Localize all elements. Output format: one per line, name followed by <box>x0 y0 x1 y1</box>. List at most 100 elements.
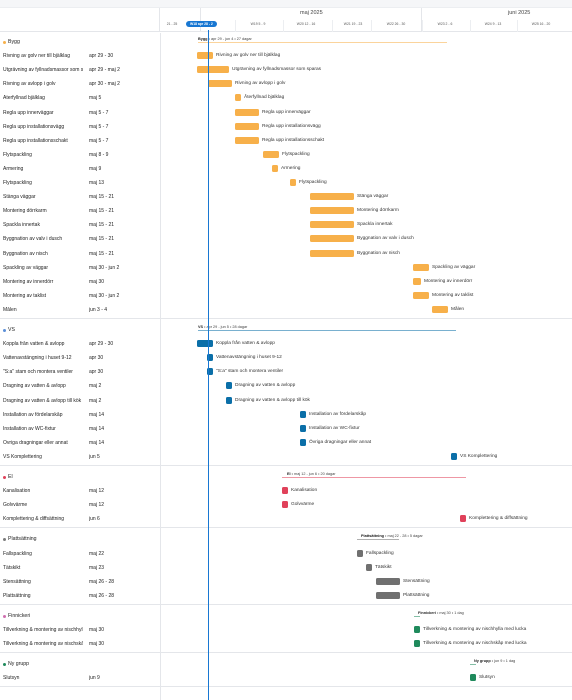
task-bar[interactable] <box>282 501 288 509</box>
task-row[interactable]: Montering av taklist maj 30 - jun 2 Monter… <box>0 289 572 303</box>
task-row[interactable]: Komplettering & diffsättning jun 6 Komplet… <box>0 512 572 526</box>
task-row[interactable]: Regla upp installationsvägg maj 5 - 7 Regl… <box>0 120 572 134</box>
week-label[interactable]: W25 16 - 20 <box>531 22 551 26</box>
task-row[interactable]: Tillverkning & montering av nischhylla m… <box>0 623 572 637</box>
task-bar[interactable] <box>235 108 259 116</box>
task-bar[interactable] <box>310 235 354 243</box>
task-bar[interactable] <box>235 122 259 130</box>
task-row[interactable]: VS Komplettering jun 5 VS Komplettering <box>0 450 572 464</box>
task-bar[interactable] <box>376 591 400 599</box>
task-bar[interactable] <box>357 549 363 557</box>
task-bar[interactable] <box>207 368 213 376</box>
task-bar[interactable] <box>272 164 278 172</box>
task-row[interactable]: Byggnation av valv i dusch maj 15 - 21 Byg… <box>0 232 572 246</box>
task-bar[interactable] <box>310 221 354 229</box>
task-row[interactable]: Kanalisation maj 12 Kanalisation <box>0 484 572 498</box>
task-bar[interactable] <box>310 207 354 215</box>
task-row[interactable]: Flytspackling maj 13 Flytspackling <box>0 176 572 190</box>
task-bar[interactable] <box>376 577 400 585</box>
task-bar-label: Flytspackling <box>282 151 310 157</box>
task-row[interactable]: Återfyllnad bjälklag maj 5 Återfyllnad bjä… <box>0 91 572 105</box>
task-bar[interactable] <box>208 80 232 88</box>
group-summary-bar[interactable] <box>357 539 399 541</box>
group-summary-bar[interactable] <box>282 477 466 478</box>
task-row[interactable]: Spackla innertak maj 15 - 21 Spackla inner… <box>0 218 572 232</box>
task-row[interactable]: Installation av WC-fixtur maj 14 Installat… <box>0 422 572 436</box>
task-bar[interactable] <box>300 438 306 446</box>
task-row[interactable]: Installation av fördelarskåp maj 14 Instal… <box>0 408 572 422</box>
task-row[interactable]: Spackling av väggar maj 30 - jun 2 Spackli… <box>0 261 572 275</box>
task-row[interactable]: Plattsättning maj 26 - 28 Plattsättning <box>0 589 572 603</box>
group-summary-bar[interactable] <box>198 42 447 43</box>
week-label[interactable]: W20 12 - 16 <box>296 22 316 26</box>
task-bar[interactable] <box>197 66 229 74</box>
group-summary-bar[interactable] <box>414 615 420 617</box>
task-bar[interactable] <box>414 626 420 633</box>
task-bar[interactable] <box>413 263 429 271</box>
week-label[interactable]: W21 19 - 23 <box>343 22 363 26</box>
task-bar[interactable] <box>300 424 306 432</box>
task-bar[interactable] <box>470 674 476 682</box>
group-row-vs[interactable]: VS VS • apr 29 - jun 5 • 28 dagar <box>0 323 572 337</box>
task-bar[interactable] <box>197 340 213 348</box>
group-row-ny[interactable]: Ny grupp Ny grupp • jun 9 • 1 dag <box>0 657 572 671</box>
week-label[interactable]: W22 26 - 30 <box>386 22 406 26</box>
task-row[interactable]: Slutsyn jun 9 Slutsyn <box>0 671 572 685</box>
task-bar[interactable] <box>226 382 232 390</box>
task-row[interactable]: Tillverkning & montering av nischskåp me… <box>0 637 572 651</box>
task-row[interactable]: Fallspackling maj 22 Fallspackling <box>0 547 572 561</box>
task-row[interactable]: Vattenavstängning i huset 9-12 apr 30 Vatt… <box>0 351 572 365</box>
week-label[interactable]: W23 2 - 6 <box>437 22 453 26</box>
group-summary-bar[interactable] <box>198 330 456 331</box>
task-bar[interactable] <box>235 136 259 144</box>
task-row[interactable]: "S:a" stam och montera ventiler apr 30 "S:… <box>0 365 572 379</box>
task-bar[interactable] <box>197 52 213 60</box>
task-bar[interactable] <box>366 563 372 571</box>
task-row[interactable]: Rivning av avlopp i golv apr 30 - maj 2 Ri… <box>0 77 572 91</box>
current-week-label[interactable]: W18 apr 28 - 2 <box>186 21 217 27</box>
group-summary-bar[interactable] <box>470 664 476 666</box>
task-bar[interactable] <box>263 150 279 158</box>
task-row[interactable]: Rivning av golv ner till bjälklag apr 29 … <box>0 49 572 63</box>
task-row[interactable]: Stänga väggar maj 15 - 21 Stänga väggar <box>0 190 572 204</box>
task-bar[interactable] <box>460 515 466 523</box>
task-bar[interactable] <box>207 354 213 362</box>
task-row[interactable]: Golvvärme maj 12 Golvvärme <box>0 498 572 512</box>
task-row[interactable]: Målen jun 3 - 4 Målen <box>0 303 572 317</box>
group-row-el[interactable]: El El • maj 12 - jun 6 • 20 dagar <box>0 470 572 484</box>
task-bar[interactable] <box>413 277 421 285</box>
task-row[interactable]: Flytspackling maj 8 - 9 Flytspackling <box>0 148 572 162</box>
task-bar[interactable] <box>310 193 354 201</box>
task-row[interactable]: Armering maj 9 Armering <box>0 162 572 176</box>
group-row-finn[interactable]: Finnickeri Finnickeri • maj 30 • 1 dag <box>0 609 572 623</box>
task-row[interactable]: Regla upp installationsschakt maj 5 - 7 Re… <box>0 134 572 148</box>
task-bar[interactable] <box>282 487 288 495</box>
task-row[interactable]: Övriga dragningar eller annat maj 14 Övrig… <box>0 436 572 450</box>
task-row[interactable]: Stensättning maj 26 - 28 Stensättning <box>0 575 572 589</box>
task-row[interactable]: Regla upp innerväggar maj 5 - 7 Regla upp … <box>0 106 572 120</box>
task-row[interactable]: Dragning av vatten & avlopp maj 2 Dragning… <box>0 379 572 393</box>
task-bar[interactable] <box>300 410 306 418</box>
task-row[interactable]: Byggnation av nisch maj 15 - 21 Byggnation… <box>0 247 572 261</box>
task-bar-label: Plattsättning <box>403 592 430 598</box>
group-row-platt[interactable]: Plattsättning Plattsättning • maj 22 - 28… <box>0 532 572 546</box>
week-label[interactable]: W19 5 - 9 <box>250 22 266 26</box>
task-row[interactable]: Montering dörrkarm maj 15 - 21 Montering d… <box>0 204 572 218</box>
week-label[interactable]: 21 - 25 <box>166 22 178 26</box>
task-row[interactable]: Tätskikt maj 23 Tätskikt <box>0 561 572 575</box>
task-bar[interactable] <box>432 305 448 313</box>
group-row-bygg[interactable]: Bygg Bygg • apr 29 - jun 4 • 27 dagar <box>0 35 572 49</box>
task-bar[interactable] <box>451 452 457 460</box>
task-row[interactable]: Utgrävning av fyllnadsmassor som sparas a… <box>0 63 572 77</box>
task-row[interactable]: Koppla från vatten & avlopp apr 29 - 30 Ko… <box>0 337 572 351</box>
task-bar[interactable] <box>413 291 429 299</box>
task-bar[interactable] <box>226 396 232 404</box>
task-row[interactable]: Montering av innerdörr maj 30 Montering av… <box>0 275 572 289</box>
task-bar[interactable] <box>235 94 241 102</box>
task-bar[interactable] <box>310 249 354 257</box>
task-bar[interactable] <box>414 640 420 648</box>
group-name: Bygg <box>8 39 20 45</box>
task-bar[interactable] <box>290 179 296 186</box>
task-row[interactable]: Dragning av vatten & avlopp till kök maj … <box>0 394 572 408</box>
week-label[interactable]: W24 9 - 13 <box>484 22 502 26</box>
